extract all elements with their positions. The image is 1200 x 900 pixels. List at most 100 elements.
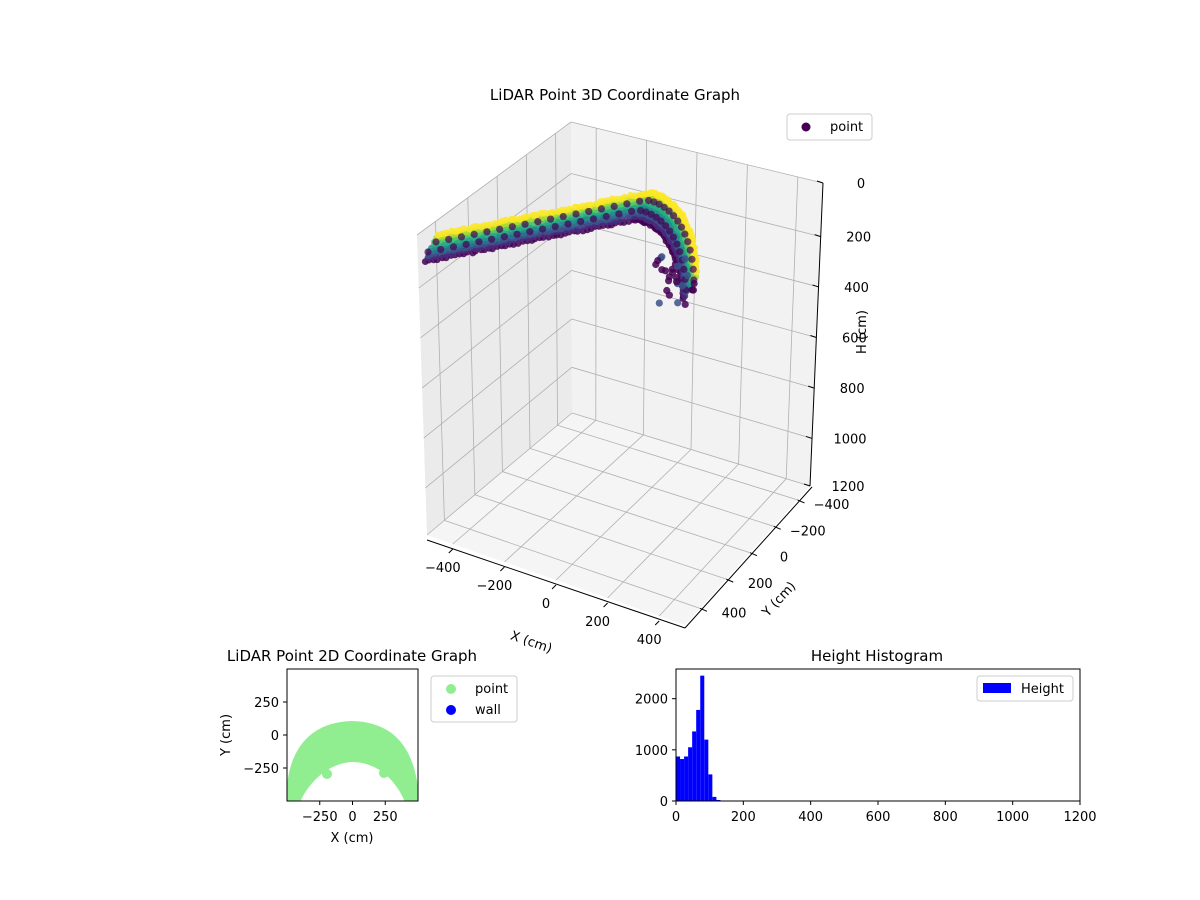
point-3d <box>549 208 557 216</box>
point-2d <box>379 768 389 778</box>
grid-z-back <box>571 270 817 338</box>
x-tick-3d <box>448 548 454 554</box>
x-tick-label-3d: −200 <box>477 579 513 594</box>
grid-x-back <box>785 176 799 479</box>
grid-y-left <box>555 133 558 426</box>
histogram-bar <box>688 747 693 801</box>
point-3d <box>690 280 698 288</box>
point-3d <box>661 222 670 230</box>
z-tick-label-3d: 1200 <box>831 480 864 495</box>
point-3d <box>513 230 521 238</box>
point-3d <box>610 202 618 210</box>
grid-y-floor <box>502 471 751 554</box>
pane-floor <box>427 413 810 625</box>
point-3d <box>551 222 559 231</box>
grid-z-back <box>571 318 815 389</box>
point-3d <box>657 217 665 225</box>
legend-histogram-box <box>976 675 1074 702</box>
grid-x-floor <box>504 434 644 563</box>
histogram-x-tick-label: 1200 <box>1063 810 1096 825</box>
histogram-bar <box>716 799 721 801</box>
histogram-bar <box>680 759 685 801</box>
z-tick-3d <box>805 435 813 439</box>
histogram-x-tick-label: 200 <box>731 810 756 825</box>
point-3d <box>666 227 674 235</box>
legend-histogram: Height <box>976 675 1074 702</box>
x-tick-label-3d: 0 <box>542 597 550 612</box>
point-3d <box>673 240 681 248</box>
z-tick-3d <box>803 483 811 487</box>
point-3d <box>424 248 432 256</box>
z-tick-3d <box>808 385 815 389</box>
point-3d <box>602 212 610 220</box>
point-3d <box>523 213 531 220</box>
point-3d <box>654 257 662 265</box>
x-tick-label-3d: 200 <box>585 615 610 630</box>
point-3d <box>674 299 682 307</box>
point-3d <box>621 193 628 201</box>
y-tick-3d <box>797 499 805 504</box>
histogram-title: Height Histogram <box>811 647 943 665</box>
histogram-bar <box>692 731 697 801</box>
x-tick-label-3d: 400 <box>637 633 662 648</box>
point-3d <box>677 223 686 231</box>
grid-z-left <box>421 270 572 389</box>
point-3d <box>673 278 681 286</box>
z-tick-3d <box>810 335 817 339</box>
legend-histogram-label: Height <box>1021 682 1064 697</box>
point-3d <box>521 220 529 228</box>
x-tick-3d <box>654 620 660 626</box>
point-3d <box>689 286 698 294</box>
point-3d <box>585 207 593 216</box>
z-tick-label-3d: 0 <box>857 177 865 192</box>
point-3d <box>449 243 458 251</box>
histogram-x-tick-label: 0 <box>672 810 680 825</box>
x-axis-line <box>426 539 686 629</box>
point-3d <box>636 197 644 205</box>
y-tick-label-2d: −250 <box>243 762 279 777</box>
point-3d <box>673 262 682 270</box>
z-tick-label-3d: 1000 <box>833 432 866 447</box>
z-axis-label-3d: H (cm) <box>855 310 870 354</box>
legend-3d-marker <box>801 122 811 132</box>
point-3d <box>500 233 508 241</box>
y-tick-3d <box>749 552 758 557</box>
point-3d <box>485 221 493 229</box>
point-3d <box>683 272 692 280</box>
grid-x-floor <box>555 449 692 581</box>
y-tick-label-3d: −400 <box>814 498 850 513</box>
y-tick-label-3d: 400 <box>722 606 747 621</box>
grid-z-back <box>570 121 824 184</box>
x-axis-label-2d: X (cm) <box>331 831 374 846</box>
x-tick-3d <box>603 602 608 608</box>
point-3d <box>674 217 682 225</box>
point-3d <box>564 220 572 228</box>
point-3d <box>623 200 631 208</box>
histogram-x-tick-label: 400 <box>798 810 823 825</box>
ticks-3d: −400−20002004004002000−200−4000200400600… <box>425 177 871 648</box>
point-3d <box>445 235 453 244</box>
y-tick-label-3d: 200 <box>748 577 773 592</box>
grid-y-left <box>435 221 445 521</box>
point-3d <box>684 238 692 246</box>
plot-2d: LiDAR Point 2D Coordinate Graph −250 0 250… <box>219 647 518 846</box>
point-3d <box>462 240 470 248</box>
legend-2d-wall-label: wall <box>475 703 501 718</box>
point-3d <box>665 207 673 215</box>
point-3d <box>669 233 678 241</box>
point-3d <box>540 209 548 217</box>
histogram-bars <box>676 675 725 801</box>
point-2d <box>322 769 332 779</box>
point-3d <box>488 235 496 243</box>
grid-x-floor <box>452 419 597 545</box>
point-3d <box>681 230 689 238</box>
point-3d <box>655 299 663 307</box>
z-tick-3d <box>812 284 819 288</box>
point-3d <box>577 217 585 226</box>
point-3d <box>572 210 580 218</box>
y-tick-label-2d: 250 <box>254 696 279 711</box>
grid-z-back <box>571 366 813 439</box>
grid-y-floor <box>444 519 701 609</box>
legend-2d: point wall <box>430 675 518 723</box>
z-tick-label-3d: 400 <box>844 281 869 296</box>
